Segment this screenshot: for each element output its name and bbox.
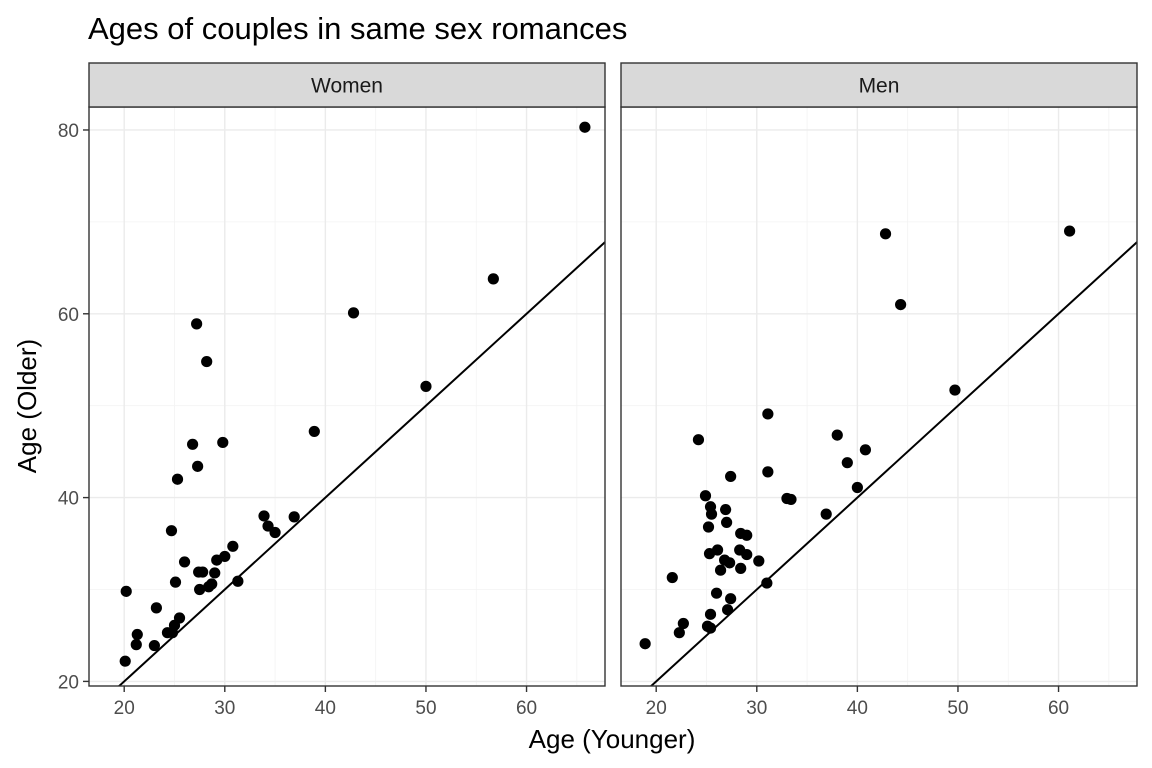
x-tick-label: 60	[516, 698, 537, 719]
x-tick-label: 60	[1048, 698, 1069, 719]
y-tick-label: 20	[58, 672, 79, 693]
data-point	[735, 562, 747, 574]
data-point	[725, 470, 737, 483]
x-tick-label: 20	[646, 698, 667, 719]
data-point	[148, 639, 160, 652]
data-point	[762, 466, 774, 478]
data-point	[753, 555, 765, 567]
data-point	[851, 481, 863, 494]
data-point	[666, 571, 678, 584]
data-point	[704, 608, 717, 620]
data-point	[831, 429, 843, 441]
data-point	[258, 510, 270, 522]
data-point	[724, 557, 736, 569]
data-point	[487, 273, 499, 285]
panel-background	[89, 107, 605, 686]
data-point	[705, 508, 718, 520]
data-point	[841, 457, 853, 469]
data-point	[639, 638, 651, 650]
data-point	[269, 526, 281, 539]
data-point	[725, 593, 737, 605]
data-point	[699, 490, 712, 502]
chart-title: Ages of couples in same sex romances	[88, 11, 627, 46]
data-point	[197, 566, 209, 578]
x-axis-title: Age (Younger)	[529, 724, 696, 754]
data-point	[347, 307, 360, 319]
data-point	[859, 444, 872, 456]
data-point	[692, 434, 705, 446]
data-point	[741, 548, 753, 561]
data-point	[761, 577, 773, 589]
data-point	[721, 516, 733, 529]
data-point	[119, 655, 131, 667]
facet-strip	[88, 62, 606, 108]
data-point	[227, 540, 239, 552]
data-point	[711, 544, 724, 556]
data-point	[169, 576, 182, 588]
data-point	[192, 460, 204, 472]
x-tick-label: 20	[114, 698, 135, 719]
panel-men: Men 20 30 40 50 60	[620, 62, 1138, 719]
y-tick-label: 60	[58, 305, 79, 326]
gridlines	[621, 107, 1137, 686]
data-point	[187, 438, 199, 450]
x-tick-label: 50	[947, 698, 968, 719]
x-tick-label: 40	[315, 698, 336, 719]
data-point	[820, 508, 832, 520]
y-tick-label: 40	[58, 489, 79, 510]
data-point	[173, 612, 186, 624]
y-axis-title: Age (Older)	[12, 339, 42, 473]
facet-strip	[620, 62, 1138, 108]
data-point	[420, 380, 432, 392]
data-point	[702, 521, 715, 533]
facet-label: Men	[859, 75, 900, 98]
data-point	[178, 556, 191, 568]
data-point	[579, 121, 591, 133]
data-point	[949, 384, 961, 396]
data-point	[191, 318, 203, 330]
data-point	[120, 585, 132, 597]
panel-background	[621, 107, 1137, 686]
data-point	[206, 578, 218, 590]
data-point	[219, 550, 231, 563]
data-point	[722, 604, 734, 616]
data-point	[741, 529, 753, 541]
data-point	[308, 425, 320, 438]
data-point	[879, 228, 892, 240]
data-point	[130, 639, 142, 651]
data-point	[217, 436, 229, 449]
data-point	[785, 493, 797, 506]
data-point	[171, 473, 184, 485]
data-point	[895, 298, 907, 311]
facet-label: Women	[311, 75, 383, 98]
points-women	[119, 121, 591, 667]
data-point	[131, 628, 143, 641]
data-point	[1064, 225, 1076, 237]
panel-women: Women 20 30 40 50 60 20 40 60 80	[58, 62, 606, 719]
y-tick-label: 80	[58, 121, 79, 142]
data-point	[209, 567, 221, 579]
data-point	[288, 511, 300, 523]
x-tick-label: 40	[847, 698, 868, 719]
x-tick-label: 30	[746, 698, 767, 719]
data-point	[194, 583, 206, 596]
data-point	[677, 617, 689, 630]
data-point	[673, 627, 685, 639]
data-point	[150, 602, 162, 614]
data-point	[704, 622, 717, 634]
data-point	[714, 564, 727, 576]
data-point	[201, 355, 213, 368]
chart-panels: Women 20 30 40 50 60 20 40 60 80 Men 20 30 40 50 60	[58, 62, 1138, 719]
x-tick-label: 50	[415, 698, 436, 719]
data-point	[710, 587, 723, 599]
identity-line	[649, 241, 1137, 686]
data-point	[232, 575, 244, 587]
x-tick-label: 30	[214, 698, 235, 719]
data-point	[762, 408, 774, 420]
points-men	[639, 225, 1076, 650]
data-point	[720, 503, 732, 516]
data-point	[165, 525, 178, 537]
